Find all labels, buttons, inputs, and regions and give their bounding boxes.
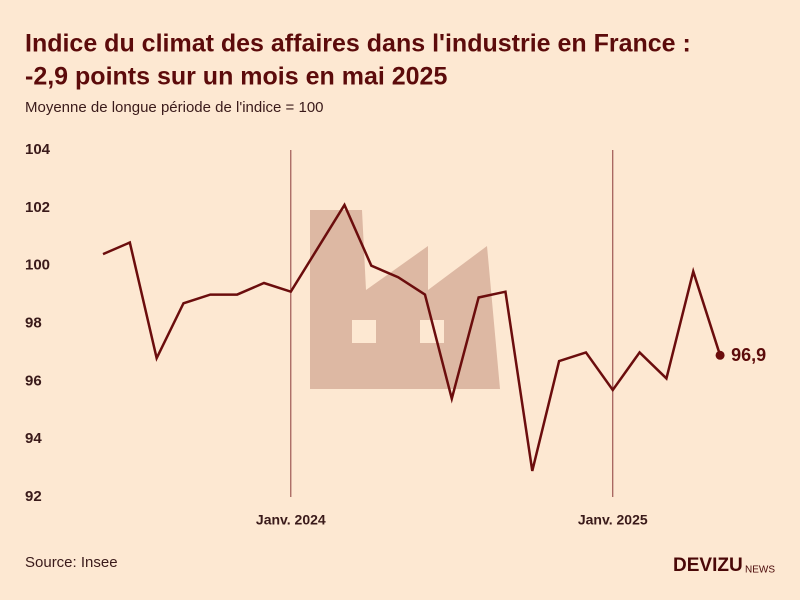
line (102, 202, 722, 472)
brand-suffix: NEWS (745, 565, 775, 576)
chart-title: Indice du climat des affaires dans l'ind… (25, 30, 691, 58)
y-tick-label: 96 (25, 372, 42, 389)
y-tick-label: 92 (25, 488, 42, 505)
x-tick-label: Janv. 2024 (256, 512, 326, 528)
chart-title-line2: -2,9 points sur un mois en mai 2025 (25, 63, 447, 91)
x-tick-label: Janv. 2025 (578, 512, 648, 528)
brand: DEVIZU (673, 555, 743, 576)
y-tick-label: 94 (25, 430, 42, 447)
end-point (715, 350, 725, 360)
y-tick-label: 98 (25, 314, 42, 331)
value-label: 96,9 (731, 345, 766, 365)
y-tick-label: 104 (25, 141, 51, 158)
source: Source: Insee (25, 554, 118, 571)
y-tick-label: 100 (25, 257, 50, 274)
factory-icon (300, 210, 500, 389)
y-tick-label: 102 (25, 199, 50, 216)
chart-subtitle: Moyenne de longue période de l'indice = … (25, 99, 324, 116)
